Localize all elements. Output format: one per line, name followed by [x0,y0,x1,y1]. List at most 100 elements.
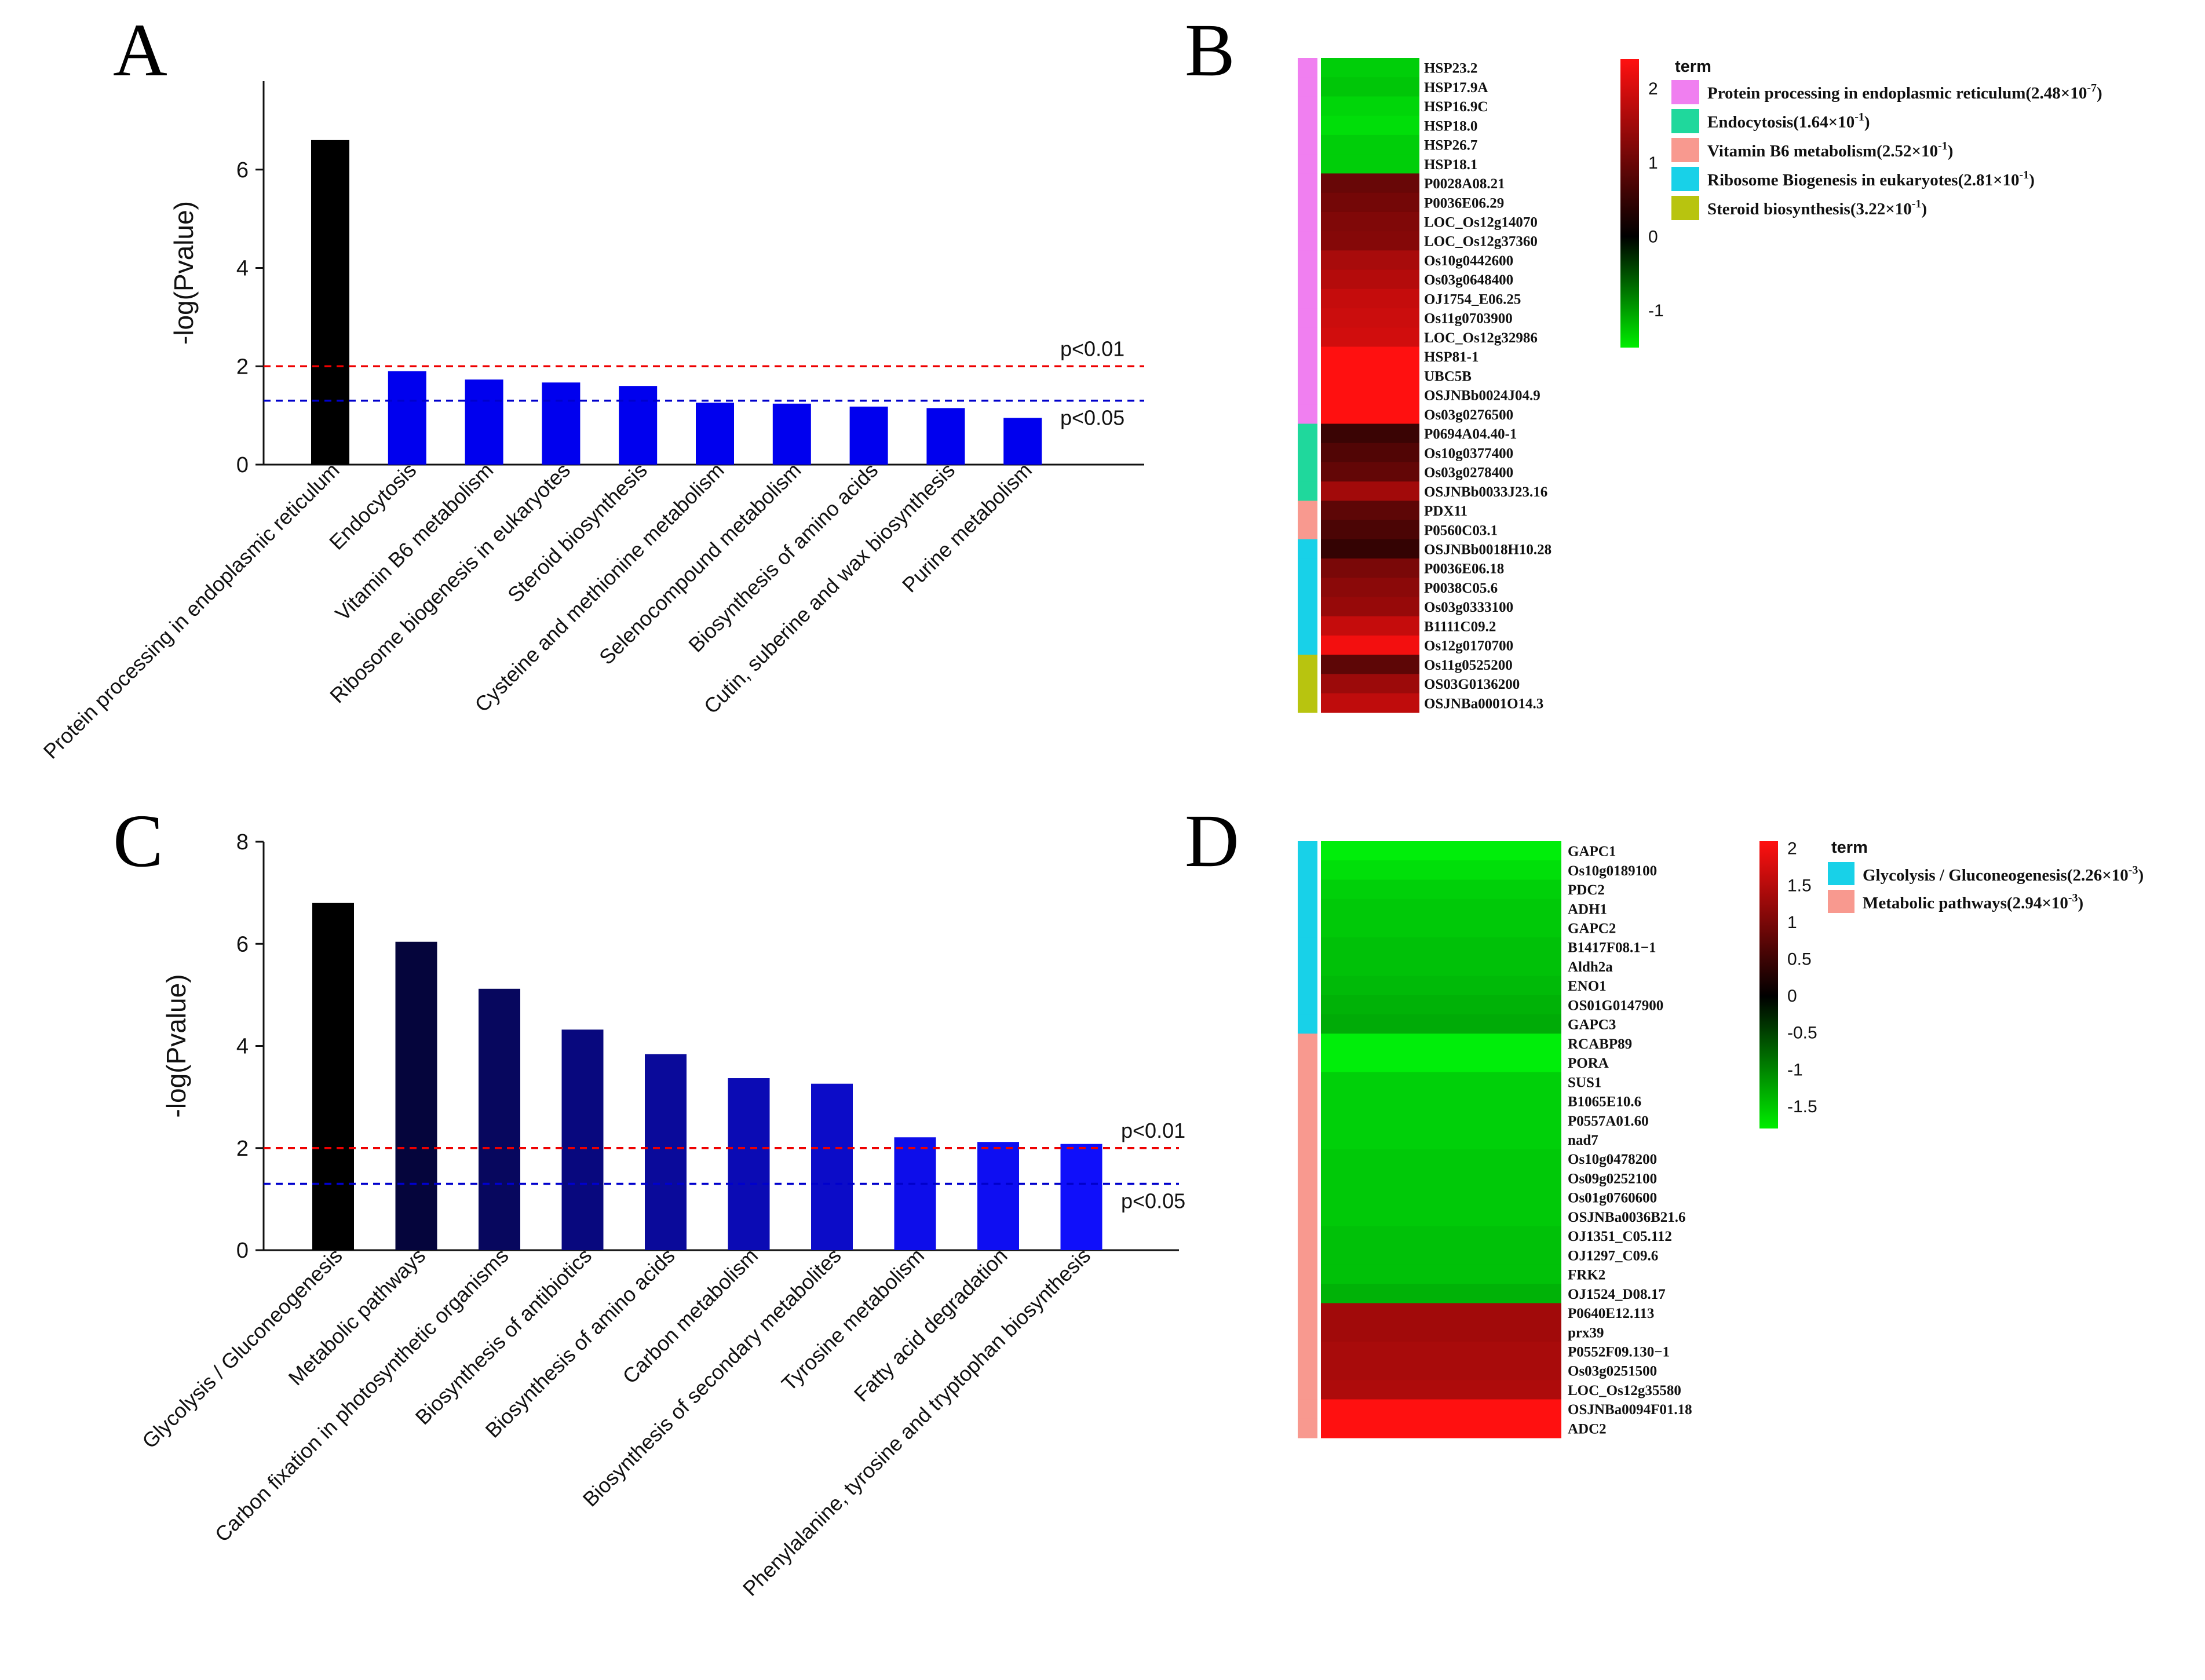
term-annotation-cell [1298,655,1317,675]
row-label: Os11g0703900 [1424,311,1513,327]
heatmap-cell [1321,481,1419,502]
legend-text: ) [2029,171,2035,189]
row-label: P0036E06.29 [1424,195,1504,211]
heatmap-cell [1321,308,1419,328]
heatmap-cell [1321,976,1561,996]
heatmap-cell [1321,918,1561,938]
heatmap-cell [1321,173,1419,193]
colorbar-tick-label: -1 [1787,1060,1803,1079]
heatmap-cell [1321,860,1561,881]
bar [1003,418,1042,465]
legend-swatch [1828,862,1854,885]
row-label: Os03g0333100 [1424,600,1513,615]
term-annotation-cell [1298,520,1317,540]
row-label: OJ1754_E06.25 [1424,291,1521,307]
legend-entry: Protein processing in endoplasmic reticu… [1707,82,2102,103]
colorbar [1620,59,1639,348]
heatmap-cell [1321,385,1419,405]
bar [772,403,811,465]
term-annotation-cell [1298,1226,1317,1246]
y-tick-label: 8 [236,830,249,854]
row-label: OSJNBa0094F01.18 [1568,1402,1692,1418]
row-label: GAPC1 [1568,844,1616,860]
heatmap-cell [1321,58,1419,78]
legend-exponent: -3 [2129,864,2138,876]
heatmap-cell [1321,636,1419,655]
bar-chart-a: 0 2 4 6 -log(Pvalue) Protein processing in en… [39,81,1144,764]
threshold-label: p<0.05 [1060,406,1125,430]
row-label: LOC_Os12g32986 [1424,330,1538,346]
x-tick-label: Vitamin B6 metabolism [330,458,498,626]
bar [465,379,503,465]
colorbar-tick-label: -1 [1648,301,1664,320]
legend-exponent: -1 [1854,111,1864,123]
row-label: ADC2 [1568,1421,1607,1437]
legend-exponent: -1 [2020,169,2029,181]
term-annotation-cell [1298,115,1317,136]
panel-label-c: C [113,799,163,883]
bar [977,1142,1019,1250]
bar [479,988,520,1250]
heatmap-cell [1321,578,1419,598]
legend-swatch [1671,167,1699,191]
legend-entry: Vitamin B6 metabolism(2.52×10-1) [1707,140,1953,160]
heatmap-cell [1321,1399,1561,1419]
threshold-label: p<0.05 [1121,1189,1185,1212]
heatmap-cell [1321,501,1419,521]
row-label: HSP26.7 [1424,138,1477,154]
term-annotation-cell [1298,1168,1317,1188]
legend-text: ) [1948,142,1954,160]
row-label: ENO1 [1568,978,1607,994]
row-label: FRK2 [1568,1268,1605,1283]
heatmap-cell [1321,346,1419,367]
legend-text: ) [2078,894,2084,912]
heatmap-cell [1321,1130,1561,1150]
term-annotation-cell [1298,231,1317,251]
heatmap-cell [1321,77,1419,97]
legend-swatch [1671,196,1699,220]
heatmap-cell [1321,937,1561,957]
row-label: P0028A08.21 [1424,176,1505,192]
term-annotation-cell [1298,1361,1317,1380]
heatmap-cell [1321,462,1419,482]
row-label: OJ1524_D08.17 [1568,1287,1666,1302]
heatmap-cell [1321,1168,1561,1188]
row-label: OS01G0147900 [1568,998,1663,1013]
x-tick-label: Fatty acid degradation [849,1244,1012,1407]
heatmap-cell [1321,1264,1561,1284]
bar [696,403,734,465]
y-tick-label: 4 [236,257,249,281]
legend-text: Metabolic pathways(2.94×10 [1863,894,2068,912]
x-tick-label: Metabolic pathways [284,1244,430,1390]
row-label: GAPC3 [1568,1017,1616,1033]
y-tick-label: 4 [236,1035,249,1059]
row-label: HSP16.9C [1424,99,1488,115]
colorbar-tick-label: 1.5 [1787,876,1812,895]
row-label: P0694A04.40-1 [1424,426,1517,442]
y-tick-label: 6 [236,158,249,182]
heatmap-cell [1321,558,1419,578]
threshold-label: p<0.01 [1060,337,1125,360]
row-label: OSJNBa0001O14.3 [1424,696,1543,711]
row-label: Os09g0252100 [1568,1171,1657,1186]
heatmap-cell [1321,288,1419,309]
term-annotation-cell [1298,58,1317,78]
x-tick-label: Carbon metabolism [618,1244,762,1389]
y-tick-label: 2 [236,1137,249,1161]
bar [1060,1144,1102,1250]
term-annotation-cell [1298,597,1317,617]
term-annotation-cell [1298,423,1317,444]
term-annotation-cell [1298,558,1317,578]
term-annotation-cell [1298,327,1317,348]
term-annotation-cell [1298,1149,1317,1169]
heatmap-cell [1321,597,1419,617]
row-label: P0557A01.60 [1568,1113,1649,1129]
colorbar [1759,841,1778,1128]
term-annotation-cell [1298,578,1317,598]
row-label: Os03g0251500 [1568,1364,1657,1379]
row-label: OJ1351_C05.112 [1568,1229,1672,1244]
term-annotation-cell [1298,154,1317,174]
row-label: HSP17.9A [1424,80,1488,96]
term-annotation-cell [1298,956,1317,977]
colorbar-tick-label: 1 [1648,154,1658,173]
